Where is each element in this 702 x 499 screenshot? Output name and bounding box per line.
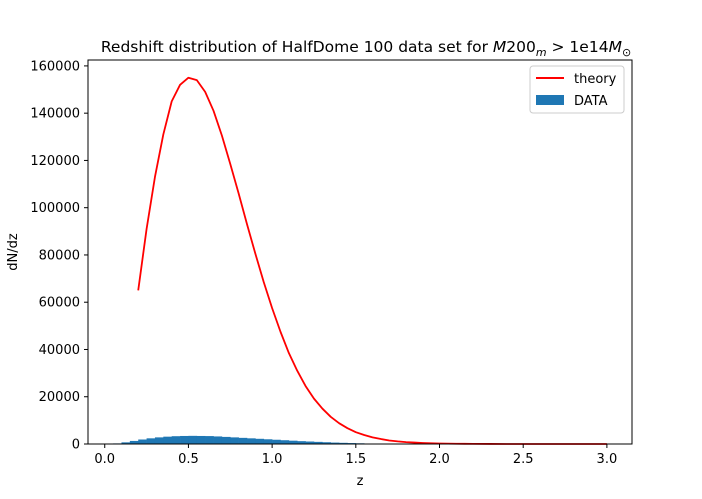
y-axis-ticks: 0 20000 40000 60000 80000 100000 120000 140000 1… bbox=[30, 59, 88, 453]
histogram-bar bbox=[263, 439, 273, 444]
histogram-bar bbox=[255, 438, 265, 444]
histogram-bar bbox=[221, 436, 231, 444]
chart-title-math-sub2: ⊙ bbox=[622, 46, 631, 59]
x-tick-label: 1.5 bbox=[345, 452, 366, 467]
y-tick-label: 20000 bbox=[39, 390, 80, 405]
histogram-bar bbox=[247, 438, 256, 444]
chart-title-math-base: M bbox=[493, 38, 506, 56]
legend-data-label: DATA bbox=[574, 94, 608, 109]
axes-frame bbox=[87, 59, 633, 445]
histogram-bar bbox=[339, 442, 348, 444]
chart-title: Redshift distribution of HalfDome 100 da… bbox=[101, 38, 631, 59]
histogram-bar bbox=[146, 438, 156, 444]
y-tick-label: 140000 bbox=[30, 107, 80, 122]
histogram-bar bbox=[171, 436, 181, 444]
legend-data-swatch bbox=[536, 95, 564, 105]
histogram-bar bbox=[230, 437, 239, 444]
y-tick-label: 60000 bbox=[39, 296, 80, 311]
y-axis-label: dN/dz bbox=[6, 233, 21, 271]
histogram-bar bbox=[288, 440, 298, 444]
histogram-bar bbox=[205, 436, 214, 444]
histogram-bar bbox=[313, 441, 323, 444]
legend-theory-label: theory bbox=[574, 72, 617, 87]
histogram-bar bbox=[129, 440, 139, 444]
histogram-bar bbox=[322, 442, 332, 444]
y-tick-label: 0 bbox=[72, 438, 80, 453]
x-tick-label: 0.0 bbox=[94, 452, 115, 467]
histogram-bar bbox=[305, 441, 315, 444]
chart-title-math-sub: m bbox=[536, 46, 547, 59]
y-tick-label: 100000 bbox=[30, 201, 80, 216]
y-tick-label: 120000 bbox=[30, 154, 80, 169]
histogram-bar bbox=[272, 439, 281, 444]
theory-line bbox=[137, 76, 607, 445]
chart-title-text: Redshift distribution of HalfDome 100 da… bbox=[101, 38, 493, 56]
legend: theory DATA bbox=[529, 65, 625, 114]
x-tick-label: 2.5 bbox=[513, 452, 534, 467]
x-tick-label: 2.0 bbox=[429, 452, 450, 467]
y-tick-label: 160000 bbox=[30, 59, 80, 74]
histogram-bar bbox=[213, 436, 223, 444]
histogram-bar bbox=[188, 435, 198, 444]
y-tick-label: 40000 bbox=[39, 343, 80, 358]
histogram-bar bbox=[238, 437, 248, 444]
chart-title-math-base2: M bbox=[609, 38, 622, 56]
histogram-bar bbox=[121, 442, 131, 444]
histogram-bar bbox=[138, 439, 147, 444]
histogram-bar bbox=[280, 440, 290, 444]
x-tick-label: 0.5 bbox=[178, 452, 199, 467]
x-tick-label: 3.0 bbox=[597, 452, 618, 467]
histogram-bar bbox=[297, 441, 306, 444]
y-tick-label: 80000 bbox=[39, 248, 80, 263]
histogram-bar bbox=[154, 437, 164, 444]
histogram-bars bbox=[113, 435, 373, 444]
x-axis-label: z bbox=[357, 474, 364, 489]
x-tick-label: 1.0 bbox=[262, 452, 283, 467]
histogram-bar bbox=[163, 436, 172, 444]
theory-line-group bbox=[137, 76, 607, 445]
chart-title-math-num: 200 bbox=[506, 38, 536, 56]
histogram-bar bbox=[196, 435, 206, 444]
x-axis-ticks: 0.0 0.5 1.0 1.5 2.0 2.5 3.0 bbox=[94, 444, 617, 467]
chart-title-math-op: > 1e14 bbox=[547, 38, 609, 56]
histogram-bar bbox=[180, 435, 189, 444]
histogram-bar bbox=[330, 442, 340, 444]
